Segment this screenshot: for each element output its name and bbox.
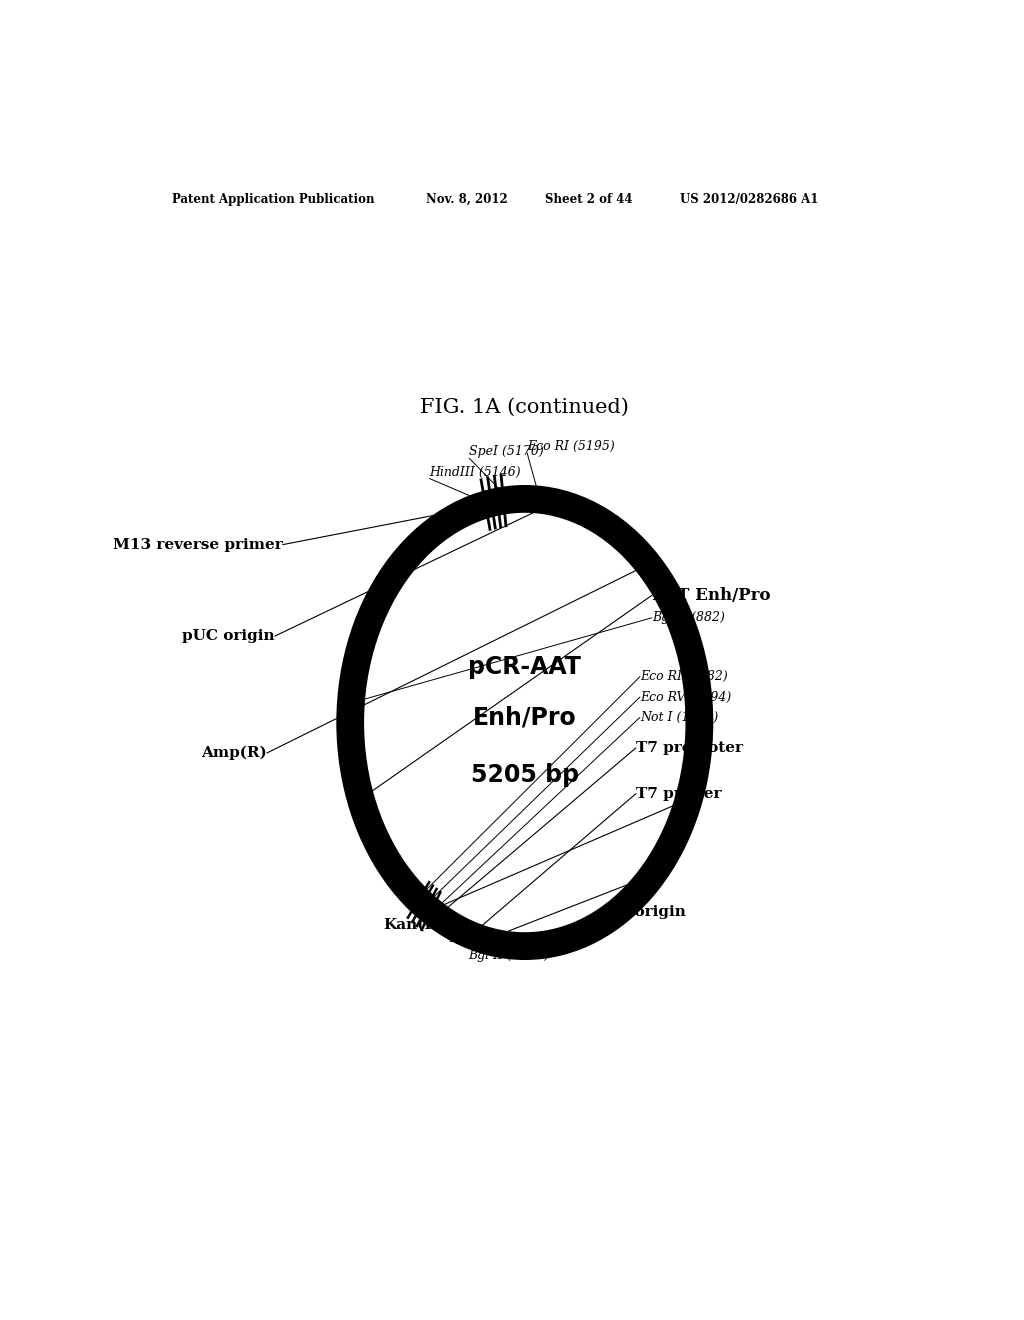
Polygon shape xyxy=(682,779,694,807)
Polygon shape xyxy=(600,909,621,929)
Polygon shape xyxy=(369,822,384,850)
Text: Nov. 8, 2012: Nov. 8, 2012 xyxy=(426,193,507,206)
Polygon shape xyxy=(468,927,489,942)
Text: US 2012/0282686 A1: US 2012/0282686 A1 xyxy=(680,193,818,206)
Text: Eco RV (1294): Eco RV (1294) xyxy=(640,690,731,704)
Text: Kan(R): Kan(R) xyxy=(383,917,444,932)
Text: HindIII (5146): HindIII (5146) xyxy=(430,466,521,479)
Polygon shape xyxy=(384,564,402,589)
Polygon shape xyxy=(679,616,693,643)
Text: Kan promoter: Kan promoter xyxy=(450,931,568,945)
Text: Enh/Pro: Enh/Pro xyxy=(473,705,577,730)
Text: M13 reverse primer: M13 reverse primer xyxy=(113,537,283,552)
Text: AAT Enh/Pro: AAT Enh/Pro xyxy=(652,587,770,605)
Text: Patent Application Publication: Patent Application Publication xyxy=(172,193,374,206)
Text: FIG. 1A (continued): FIG. 1A (continued) xyxy=(421,397,629,417)
Text: Eco RI (5195): Eco RI (5195) xyxy=(527,440,615,453)
Text: Bgl II (2264): Bgl II (2264) xyxy=(469,949,549,962)
Text: Not I (1309): Not I (1309) xyxy=(640,711,718,723)
Polygon shape xyxy=(589,515,610,533)
Text: T7 primer: T7 primer xyxy=(636,787,721,801)
Text: pUC origin: pUC origin xyxy=(182,630,274,643)
Text: f1 origin: f1 origin xyxy=(612,906,686,920)
Text: Sheet 2 of 44: Sheet 2 of 44 xyxy=(545,193,632,206)
Text: SpeI (5170): SpeI (5170) xyxy=(469,445,544,458)
Text: T7 promoter: T7 promoter xyxy=(636,741,742,755)
Text: Bgl II (882): Bgl II (882) xyxy=(652,611,725,624)
Text: 5205 bp: 5205 bp xyxy=(471,763,579,787)
Text: Amp(R): Amp(R) xyxy=(201,746,267,760)
Text: Eco RI (1282): Eco RI (1282) xyxy=(640,671,728,684)
Text: pCR-AAT: pCR-AAT xyxy=(468,655,582,678)
